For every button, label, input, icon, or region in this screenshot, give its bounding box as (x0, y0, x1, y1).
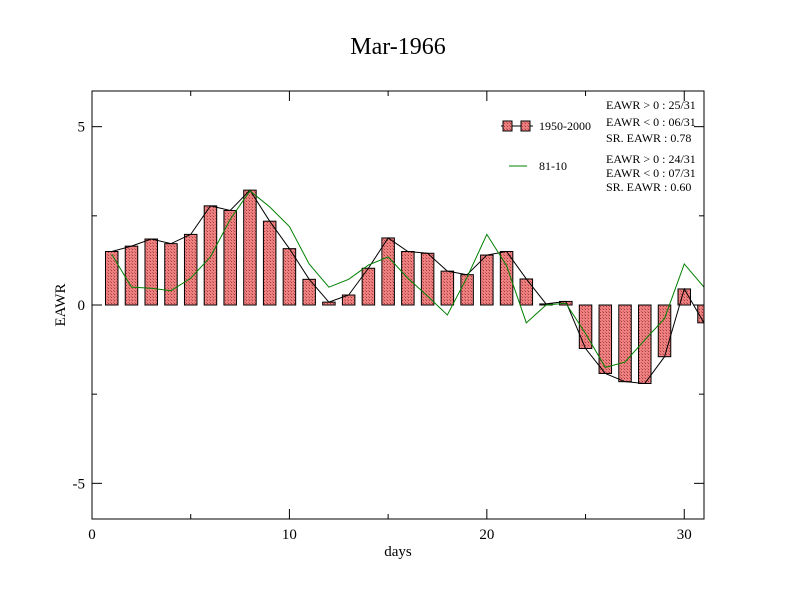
stats-1950-2000-positive: EAWR > 0 : 25/31 (606, 98, 696, 112)
y-tick-label-5: 5 (78, 120, 86, 136)
bar-day-7 (223, 209, 237, 306)
x-tick-label-0: 0 (88, 527, 96, 543)
stats-81-10-positive: EAWR > 0 : 24/31 (606, 152, 696, 166)
series-line-1950-2000 (111, 189, 704, 384)
stats-81-10-negative: EAWR < 0 : 07/31 (606, 166, 696, 180)
legend-item-1950-2000: 1950-2000 (501, 119, 591, 133)
chart-title: Mar-1966 (350, 34, 446, 60)
y-tick-label--5: -5 (73, 476, 86, 492)
bar-day-11 (302, 278, 316, 306)
bar-day-2 (124, 245, 139, 306)
bar-day-22 (519, 278, 534, 306)
x-tick-label-10: 10 (282, 527, 297, 543)
y-axis-label: EAWR (53, 284, 69, 327)
bar-day-1 (104, 251, 119, 306)
legend-swatch-right (520, 120, 531, 132)
bar-day-8 (243, 189, 257, 306)
bar-day-6 (203, 205, 218, 306)
series-line-81-10 (111, 190, 704, 369)
bar-day-5 (183, 233, 198, 306)
bar-day-29 (657, 304, 672, 358)
bar-day-18 (440, 270, 455, 306)
bar-day-3 (144, 238, 158, 306)
bar-day-20 (480, 254, 494, 306)
x-axis-label: days (384, 544, 412, 560)
legend-item-81-10: 81-10 (509, 159, 567, 173)
bar-day-15 (381, 237, 395, 306)
bar-day-9 (262, 220, 277, 306)
legend-swatch-left (502, 120, 513, 132)
stats-81-10-sr: SR. EAWR : 0.60 (606, 180, 691, 194)
stats-1950-2000-negative: EAWR < 0 : 06/31 (606, 115, 696, 129)
bar-day-19 (460, 274, 474, 306)
bar-day-31 (697, 304, 704, 324)
y-tick-label-0: 0 (78, 298, 86, 314)
bar-day-26 (598, 304, 613, 374)
stats-1950-2000-sr: SR. EAWR : 0.78 (606, 131, 691, 145)
bar-day-27 (618, 304, 632, 383)
stats-block: EAWR > 0 : 25/31 EAWR < 0 : 06/31 SR. EA… (606, 98, 696, 194)
bar-day-10 (282, 248, 297, 306)
legend-label-81-10: 81-10 (539, 159, 567, 173)
legend-label-1950-2000: 1950-2000 (539, 119, 591, 133)
x-tick-label-20: 20 (479, 527, 494, 543)
legend: 1950-2000 81-10 (501, 119, 591, 173)
bar-day-4 (164, 243, 178, 306)
x-tick-label-30: 30 (677, 527, 692, 543)
bar-day-17 (420, 252, 435, 306)
